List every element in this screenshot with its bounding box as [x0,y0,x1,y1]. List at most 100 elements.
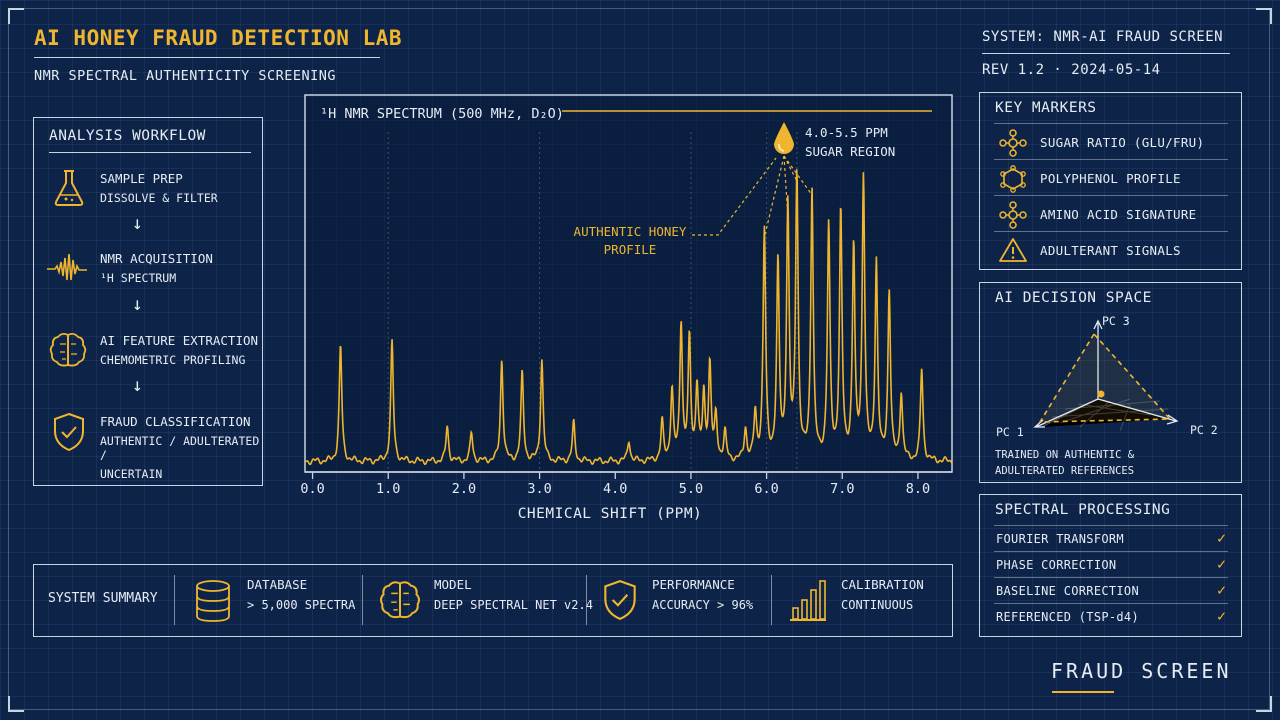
x-tick-label: 5.0 [679,481,703,497]
workflow-step-desc: DISSOLVE & FILTER [100,191,218,205]
summary-item-performance: PERFORMANCE ACCURACY > 96% [652,577,753,623]
system-underline [982,53,1230,54]
pc3-arrow [1093,319,1103,330]
processing-step-label: PHASE CORRECTION [996,558,1117,572]
brain-icon [49,332,87,367]
authentic-leader-line [692,157,777,236]
page-title: AI HONEY FRAUD DETECTION LAB [34,26,403,50]
pc2-label: PC 2 [1190,423,1218,437]
decision-space-title: AI DECISION SPACE [995,290,1152,306]
key-marker-item: SUGAR RATIO (GLU/FRU) [994,123,1228,160]
processing-step-label: BASELINE CORRECTION [996,584,1139,598]
check-icon: ✓ [1216,529,1226,547]
sample-point [1097,390,1105,398]
corner-bracket [1256,696,1272,712]
x-tick-label: 7.0 [830,481,854,497]
x-tick-label: 2.0 [452,481,476,497]
processing-title: SPECTRAL PROCESSING [995,502,1171,518]
key-marker-item: POLYPHENOL PROFILE [994,159,1228,196]
summary-label: CALIBRATION [841,577,924,592]
workflow-step-desc-line1: AUTHENTIC / ADULTERATED / [100,434,260,462]
processing-step: PHASE CORRECTION ✓ [994,551,1228,578]
revision-label: REV 1.2 · 2024-05-14 [982,62,1161,78]
chart-title: ¹H NMR SPECTRUM (500 MHz, D₂O) [320,106,564,122]
x-axis-label: CHEMICAL SHIFT (PPM) [518,506,703,522]
sugar-region-label: SUGAR REGION [805,144,895,159]
authentic-profile-label-line1: AUTHENTIC HONEY [574,224,687,239]
decision-region [1038,332,1172,423]
workflow-panel: ANALYSIS WORKFLOW SAMPLE PREP DISSOLVE &… [33,117,263,486]
summary-value: ACCURACY > 96% [652,598,754,612]
x-tick-label: 1.0 [376,481,400,497]
spectrum-series-line [304,169,953,466]
key-markers-title: KEY MARKERS [995,100,1097,116]
divider [771,575,772,625]
x-tick-label: 4.0 [603,481,627,497]
divider [49,152,251,153]
x-tick-label: 8.0 [906,481,930,497]
workflow-step-desc: CHEMOMETRIC PROFILING [100,353,246,367]
warning-icon [999,238,1027,262]
sugar-range-label: 4.0-5.5 PPM [805,125,888,140]
page-subtitle: NMR SPECTRAL AUTHENTICITY SCREENING [34,68,336,84]
workflow-step-desc-line2: UNCERTAIN [100,467,163,481]
summary-value: DEEP SPECTRAL NET v2.4 [434,598,593,612]
x-tick-label: 3.0 [527,481,551,497]
pc2-arrow [1166,414,1179,425]
droplet-highlight [778,143,785,152]
spectral-processing-panel: SPECTRAL PROCESSING FOURIER TRANSFORM ✓ … [979,494,1242,637]
check-icon: ✓ [1216,555,1226,573]
summary-label: DATABASE [247,577,308,592]
divider [586,575,587,625]
nmr-spectrum-chart: ¹H NMR SPECTRUM (500 MHz, D₂O) 0.0 1.0 2.0… [300,94,953,522]
pc1-label: PC 1 [996,425,1024,439]
key-marker-item: ADULTERANT SIGNALS [994,231,1228,268]
summary-item-model: MODEL DEEP SPECTRAL NET v2.4 [434,577,593,623]
summary-label: PERFORMANCE [652,577,735,592]
key-marker-label: ADULTERANT SIGNALS [1040,243,1181,258]
workflow-step-desc: ¹H SPECTRUM [100,271,177,285]
molecule-icon [999,201,1027,229]
x-tick-label: 6.0 [754,481,778,497]
arrow-down-icon: ↓ [132,294,143,315]
fraud-screen-badge: FRAUD SCREEN [1051,659,1232,683]
pc2-axis [1097,398,1177,422]
ring-molecule-icon [1000,165,1026,193]
workflow-step-name: NMR ACQUISITION [100,251,213,266]
authentic-profile-label-line2: PROFILE [604,242,657,257]
sugar-leader-line [783,155,798,182]
workflow-step-name: SAMPLE PREP [100,171,183,186]
system-name: SYSTEM: NMR-AI FRAUD SCREEN [982,29,1224,45]
processing-step-label: FOURIER TRANSFORM [996,532,1124,546]
processing-step: FOURIER TRANSFORM ✓ [994,525,1228,552]
sugar-leader-line [763,155,785,238]
pc3-label: PC 3 [1102,314,1130,328]
shield-check-icon [54,412,84,452]
title-underline [34,57,380,58]
key-marker-label: AMINO ACID SIGNATURE [1040,207,1197,222]
molecule-icon [999,129,1027,157]
flask-icon [54,170,84,206]
key-marker-label: SUGAR RATIO (GLU/FRU) [1040,135,1205,150]
workflow-step-name: AI FEATURE EXTRACTION [100,333,259,348]
key-marker-label: POLYPHENOL PROFILE [1040,171,1181,186]
sugar-leader-line [783,155,813,196]
decision-caption-line1: TRAINED ON AUTHENTIC & [995,449,1135,461]
system-summary-panel: SYSTEM SUMMARY DATABASE > 5,000 SPECTRA … [33,564,953,637]
processing-step-label: REFERENCED (TSP-d4) [996,610,1139,624]
summary-title: SYSTEM SUMMARY [48,591,158,606]
decision-caption-line2: ADULTERATED REFERENCES [995,465,1135,477]
divider [174,575,175,625]
key-markers-panel: KEY MARKERS SUGAR RATIO (GLU/FRU) POLYPH… [979,92,1242,270]
summary-value: > 5,000 SPECTRA [247,598,356,612]
x-axis-ticks: 0.0 1.0 2.0 3.0 4.0 5.0 6.0 7.0 8.0 [300,472,930,497]
x-tick-label: 0.0 [300,481,324,497]
key-marker-item: AMINO ACID SIGNATURE [994,195,1228,232]
check-icon: ✓ [1216,581,1226,599]
arrow-down-icon: ↓ [132,213,143,234]
arrow-down-icon: ↓ [132,375,143,396]
summary-item-calibration: CALIBRATION CONTINUOUS [841,577,924,623]
corner-bracket [8,696,24,712]
shield-check-icon [604,580,636,620]
summary-value: CONTINUOUS [841,598,914,612]
